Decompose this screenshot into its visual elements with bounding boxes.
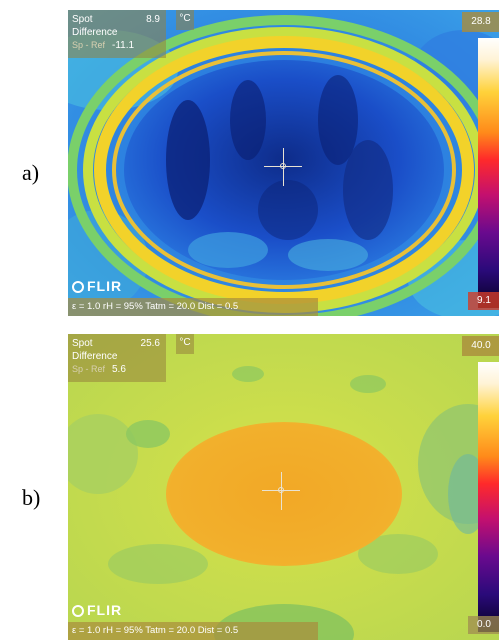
spot-label: Spot <box>72 338 93 349</box>
sp-ref-label: Sp - Ref <box>72 40 106 50</box>
sp-ref-label: Sp - Ref <box>72 364 106 374</box>
spot-readout-a: Spot 8.9 Difference Sp - Ref -11.1 <box>68 10 166 58</box>
panel-a-label: a) <box>22 160 40 185</box>
sp-ref-value: -11.1 <box>112 40 135 51</box>
color-scale-bar <box>478 38 499 308</box>
spot-label: Spot <box>72 14 93 25</box>
thermal-image-b: Spot 25.6 Difference Sp - Ref 5.6 °C 40.0 … <box>68 334 499 640</box>
thermal-scene-b <box>68 334 499 640</box>
spot-value: 25.6 <box>140 338 160 349</box>
flir-logo-icon: FLIR <box>72 602 122 618</box>
spot-value: 8.9 <box>146 14 160 25</box>
thermal-image-a: Spot 8.9 Difference Sp - Ref -11.1 °C 28.8… <box>68 10 499 316</box>
scale-min-value: 9.1 <box>468 292 499 310</box>
params-bar: ε = 1.0 rH = 95% Tatm = 20.0 Dist = 0.5 <box>68 298 318 316</box>
scale-min-value: 0.0 <box>468 616 499 634</box>
sp-ref-value: 5.6 <box>112 364 126 375</box>
spot-readout-b: Spot 25.6 Difference Sp - Ref 5.6 <box>68 334 166 382</box>
scale-max-value: 28.8 <box>462 12 499 32</box>
flir-logo-icon: FLIR <box>72 278 122 294</box>
unit-label: °C <box>176 334 194 354</box>
params-bar: ε = 1.0 rH = 95% Tatm = 20.0 Dist = 0.5 <box>68 622 318 640</box>
difference-label: Difference <box>72 351 118 362</box>
difference-label: Difference <box>72 27 118 38</box>
brand-label: FLIR <box>87 602 123 618</box>
panel-b-label: b) <box>22 485 41 510</box>
scale-max-value: 40.0 <box>462 336 499 356</box>
unit-label: °C <box>176 10 194 30</box>
brand-label: FLIR <box>87 278 123 294</box>
color-scale-bar <box>478 362 499 632</box>
